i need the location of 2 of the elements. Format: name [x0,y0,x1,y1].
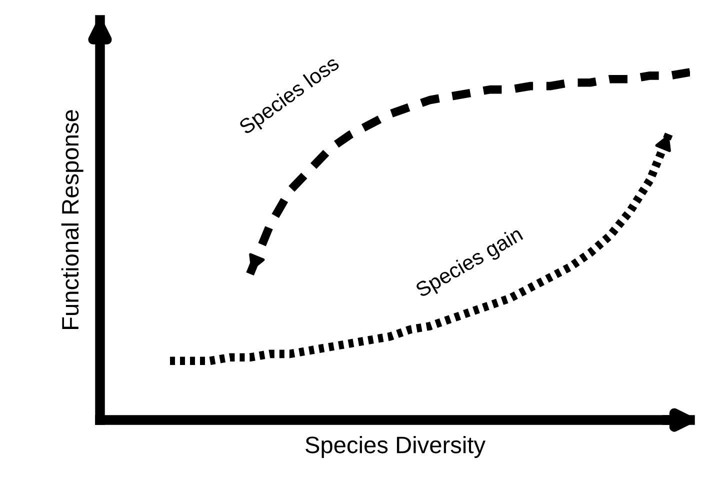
x-axis-title: Species Diversity [306,436,486,458]
y-axis-title: Functional Response [61,110,84,329]
